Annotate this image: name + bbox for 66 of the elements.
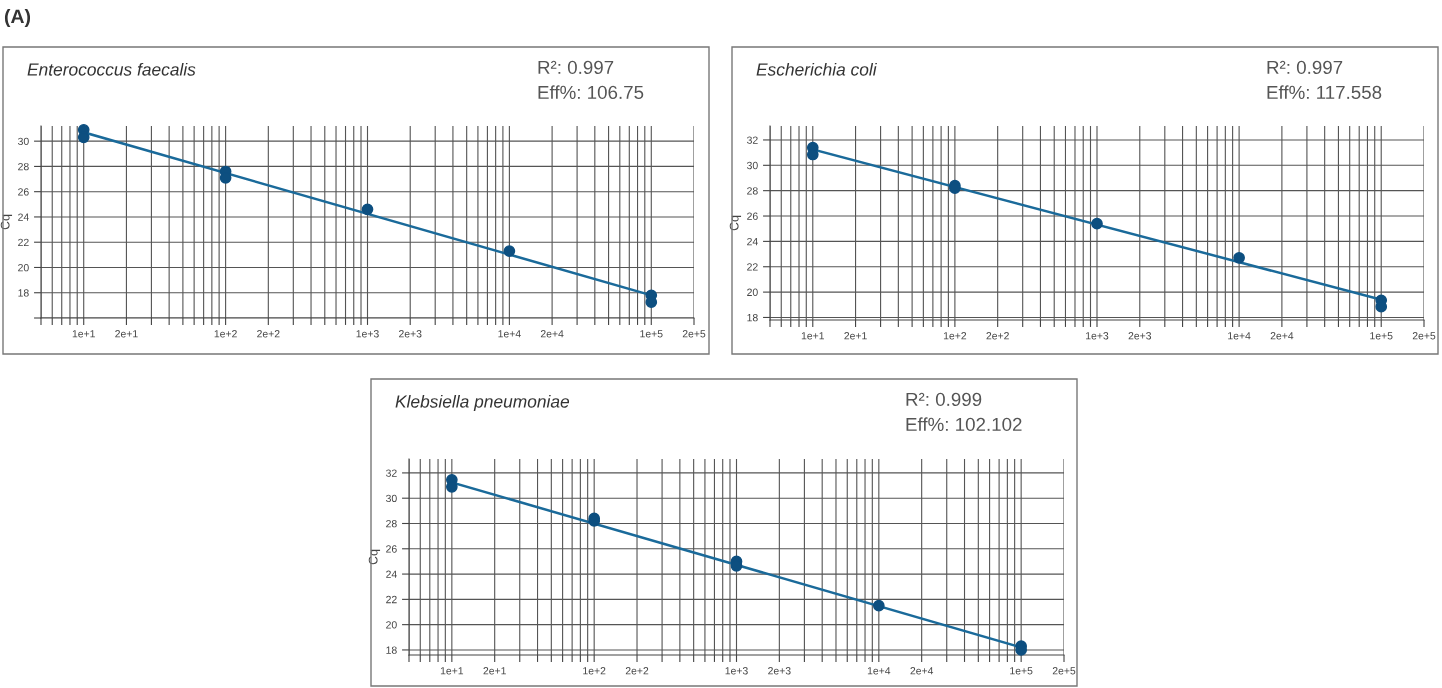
x-tick-label: 1e+5 [640,330,663,338]
text: R²: 0.999 [906,392,982,407]
y-tick-label: 24 [18,213,29,221]
text: Eff%: 102.102 [906,417,1022,432]
x-tick-label: 1e+3 [725,667,748,675]
x-tick-label: 1e+1 [440,667,464,675]
text: R²: 0.997 [538,60,614,75]
x-tick-label: 1e+2 [214,330,237,338]
x-tick-label: 1e+5 [1010,667,1033,675]
y-axis-title: Cq [729,215,742,231]
x-tick-label: 2e+5 [1412,332,1436,340]
x-tick-label: 2e+5 [682,330,706,338]
y-tick-label: 22 [386,595,397,604]
x-tick-label: 1e+2 [583,667,606,675]
chart-title: Escherichia coli [756,62,877,76]
x-tick-label: 1e+1 [72,330,95,338]
y-axis-title: Cq [0,214,13,230]
text: R²: 0.997 [1267,60,1343,75]
x-tick-label: 2e+2 [257,330,280,338]
y-tick-label: 18 [386,646,397,654]
y-tick-label: 24 [747,237,758,246]
y-tick-label: 20 [386,621,397,629]
x-tick-label: 1e+4 [1228,332,1251,340]
x-tick-label: 1e+3 [1086,332,1109,340]
x-tick-label: 2e+3 [768,667,791,675]
chart-title: Klebsiella pneumoniae [395,394,570,412]
text: (A) [4,8,31,28]
y-tick-label: 24 [386,570,397,578]
y-tick-label: 28 [18,162,29,171]
y-tick-label: 22 [747,263,758,271]
y-tick-label: 30 [386,494,397,503]
y-tick-label: 20 [18,263,29,272]
x-tick-label: 1e+4 [867,667,891,675]
x-tick-label: 2e+2 [986,332,1009,340]
y-axis-title: Cq [368,549,381,565]
y-tick-label: 26 [386,545,397,553]
y-tick-label: 28 [747,187,758,195]
x-tick-label: 1e+2 [943,332,967,340]
y-tick-label: 30 [747,161,758,170]
y-tick-label: 18 [18,289,29,297]
text: Eff%: 117.558 [1267,85,1382,100]
x-tick-label: 1e+5 [1370,332,1393,340]
y-tick-label: 28 [386,519,397,528]
text: Eff%: 106.75 [538,85,644,100]
x-tick-label: 2e+2 [625,667,649,675]
x-tick-label: 1e+4 [498,330,521,338]
y-tick-label: 22 [18,238,29,246]
chart-title: Enterococcus faecalis [27,62,196,76]
x-tick-label: 2e+3 [399,330,422,338]
y-tick-label: 26 [747,212,758,220]
x-tick-label: 2e+1 [115,330,138,338]
x-tick-label: 2e+4 [910,667,934,675]
y-tick-label: 20 [747,288,758,296]
x-tick-label: 2e+5 [1052,667,1076,675]
x-tick-label: 1e+3 [356,330,379,338]
y-tick-label: 30 [18,137,29,146]
x-tick-label: 2e+3 [1128,332,1152,340]
x-tick-label: 2e+4 [540,330,564,338]
x-tick-label: 2e+4 [1270,332,1294,340]
y-tick-label: 26 [18,188,29,196]
y-tick-label: 18 [747,313,758,322]
x-tick-label: 2e+1 [483,667,506,675]
y-tick-label: 32 [386,469,397,477]
x-tick-label: 2e+1 [844,332,867,340]
y-tick-label: 32 [747,136,758,144]
x-tick-label: 1e+1 [801,332,824,340]
